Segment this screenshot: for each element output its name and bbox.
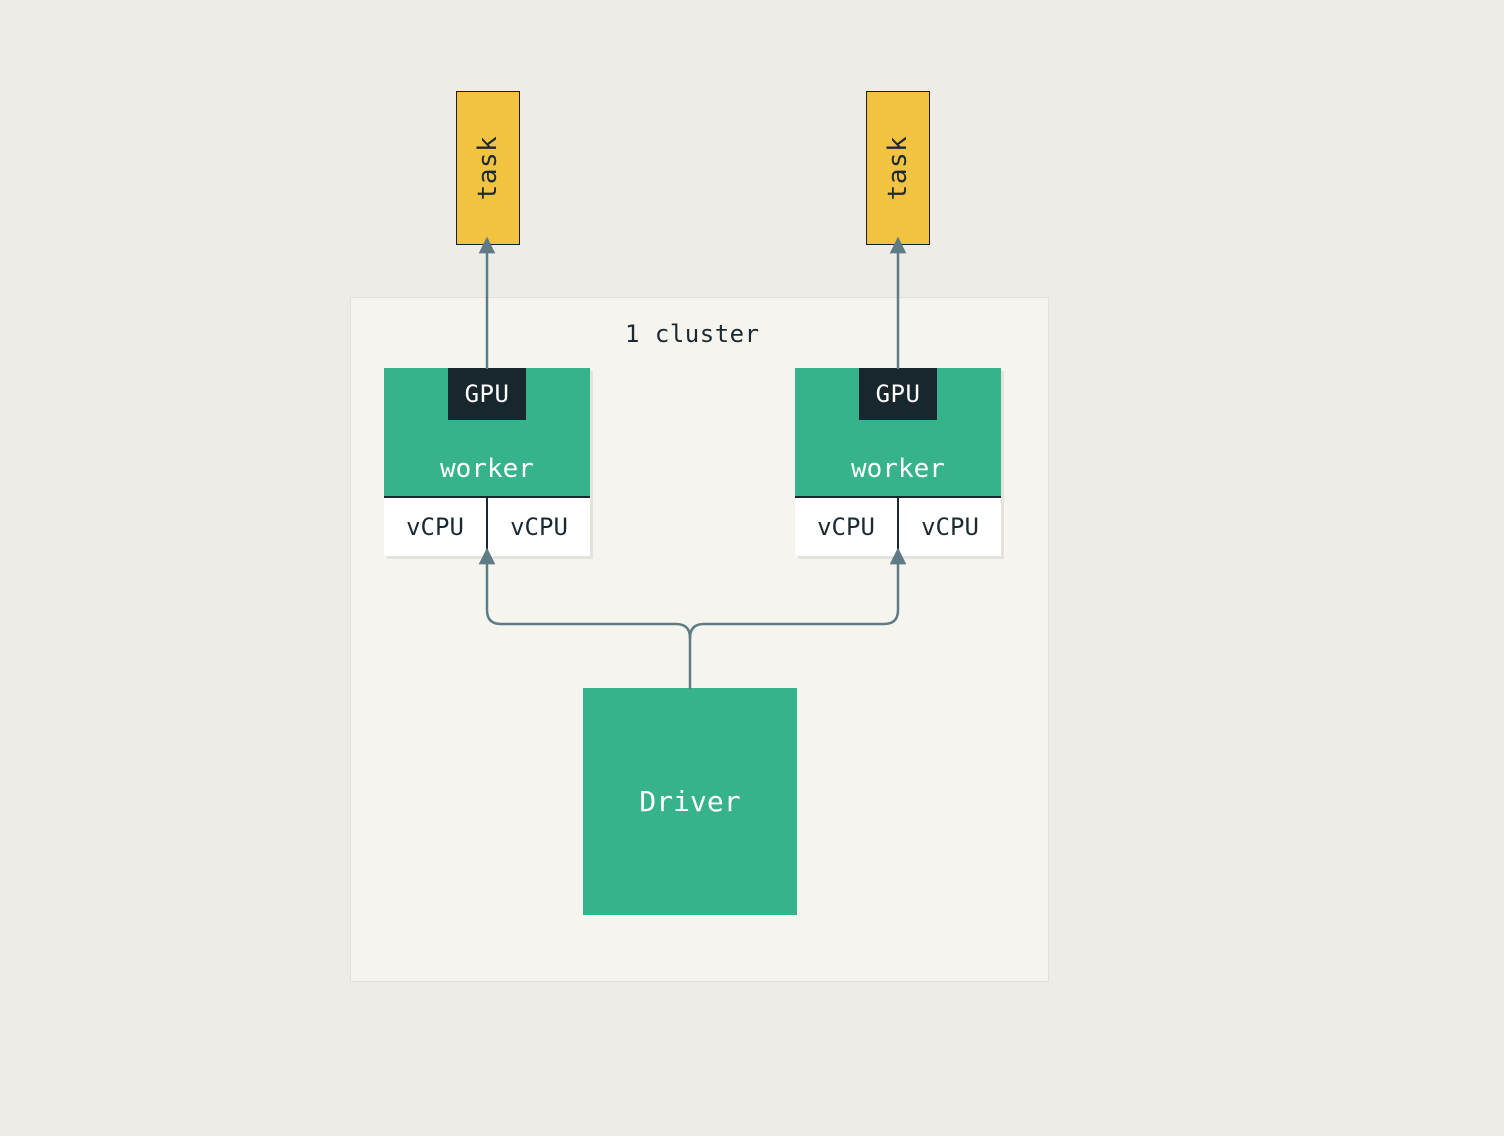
vcpu-row: vCPU vCPU <box>384 496 590 556</box>
worker-node-2: GPU worker vCPU vCPU <box>795 368 1001 556</box>
vcpu-cell: vCPU <box>795 496 899 556</box>
driver-label: Driver <box>639 785 740 818</box>
vcpu-cell: vCPU <box>488 496 590 556</box>
vcpu-cell: vCPU <box>384 496 488 556</box>
worker-node-1: GPU worker vCPU vCPU <box>384 368 590 556</box>
task-box-2: task <box>866 91 930 245</box>
vcpu-row: vCPU vCPU <box>795 496 1001 556</box>
vcpu-label: vCPU <box>817 513 875 541</box>
driver-box: Driver <box>583 688 797 915</box>
diagram-canvas: 1 cluster task task GPU worker vCPU vCPU… <box>0 0 1504 1136</box>
vcpu-cell: vCPU <box>899 496 1001 556</box>
task-label: task <box>473 136 503 201</box>
vcpu-label: vCPU <box>921 513 979 541</box>
worker-label: worker <box>384 454 590 484</box>
cluster-label: 1 cluster <box>625 320 760 348</box>
worker-top: GPU worker <box>795 368 1001 496</box>
task-box-1: task <box>456 91 520 245</box>
gpu-badge: GPU <box>448 368 526 420</box>
gpu-badge: GPU <box>859 368 937 420</box>
vcpu-label: vCPU <box>510 513 568 541</box>
worker-top: GPU worker <box>384 368 590 496</box>
vcpu-label: vCPU <box>406 513 464 541</box>
task-label: task <box>883 136 913 201</box>
worker-label: worker <box>795 454 1001 484</box>
gpu-label: GPU <box>876 380 921 408</box>
gpu-label: GPU <box>465 380 510 408</box>
